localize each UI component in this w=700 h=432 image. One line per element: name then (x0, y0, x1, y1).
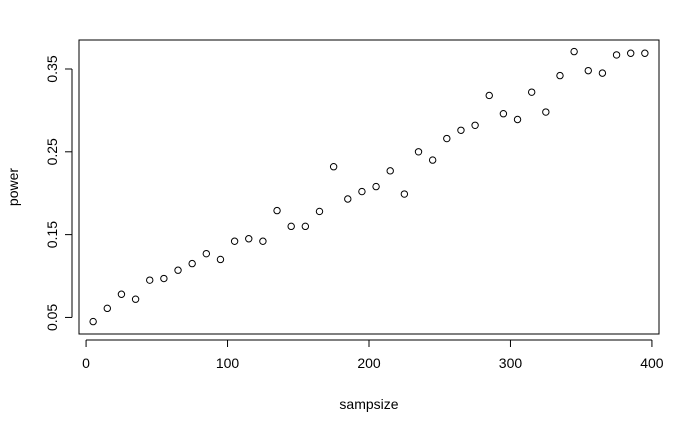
data-point (315, 207, 324, 216)
data-point (513, 115, 522, 124)
data-point (584, 66, 592, 75)
data-point (329, 163, 338, 171)
y-axis: 0.05 0.15 0.25 0.35 (44, 55, 73, 331)
data-point (400, 190, 409, 198)
y-tick-label: 0.05 (44, 304, 60, 331)
plot-frame (78, 39, 660, 335)
data-point (627, 49, 635, 57)
data-point (245, 235, 253, 243)
data-point (527, 88, 536, 96)
data-point (598, 69, 607, 77)
data-point (641, 49, 649, 57)
data-point (131, 295, 140, 303)
data-point (259, 237, 267, 245)
x-tick-label: 200 (357, 355, 381, 371)
data-points (89, 47, 649, 326)
data-point (174, 266, 182, 274)
x-tick-label: 400 (640, 355, 664, 371)
data-point (443, 134, 451, 143)
data-point (386, 167, 394, 175)
data-point (89, 317, 97, 326)
x-axis-title: sampsize (339, 396, 398, 412)
x-axis: 0 100 200 300 400 (82, 339, 664, 371)
data-point (499, 110, 508, 118)
data-point (230, 237, 239, 245)
data-point (358, 187, 366, 196)
data-point (485, 91, 493, 100)
y-tick-label: 0.25 (44, 138, 60, 165)
data-point (216, 255, 225, 264)
data-point (612, 51, 621, 59)
data-point (117, 290, 126, 298)
data-point (160, 274, 168, 283)
data-point (428, 156, 437, 164)
data-point (287, 222, 295, 231)
data-point (103, 304, 111, 313)
y-tick-label: 0.35 (44, 55, 60, 82)
data-point (542, 108, 550, 116)
data-point (146, 276, 154, 284)
y-tick-label: 0.15 (44, 221, 60, 248)
x-tick-label: 0 (82, 355, 90, 371)
data-point (570, 47, 578, 56)
data-point (556, 71, 564, 80)
y-axis-title: power (5, 168, 21, 206)
data-point (471, 121, 479, 130)
data-point (273, 206, 281, 215)
data-point (301, 222, 310, 231)
data-point (202, 249, 211, 258)
data-point (344, 195, 352, 203)
data-point (457, 126, 465, 134)
x-tick-label: 300 (499, 355, 523, 371)
data-point (188, 259, 196, 268)
data-point (414, 148, 423, 156)
x-tick-label: 100 (216, 355, 240, 371)
data-point (372, 182, 380, 191)
